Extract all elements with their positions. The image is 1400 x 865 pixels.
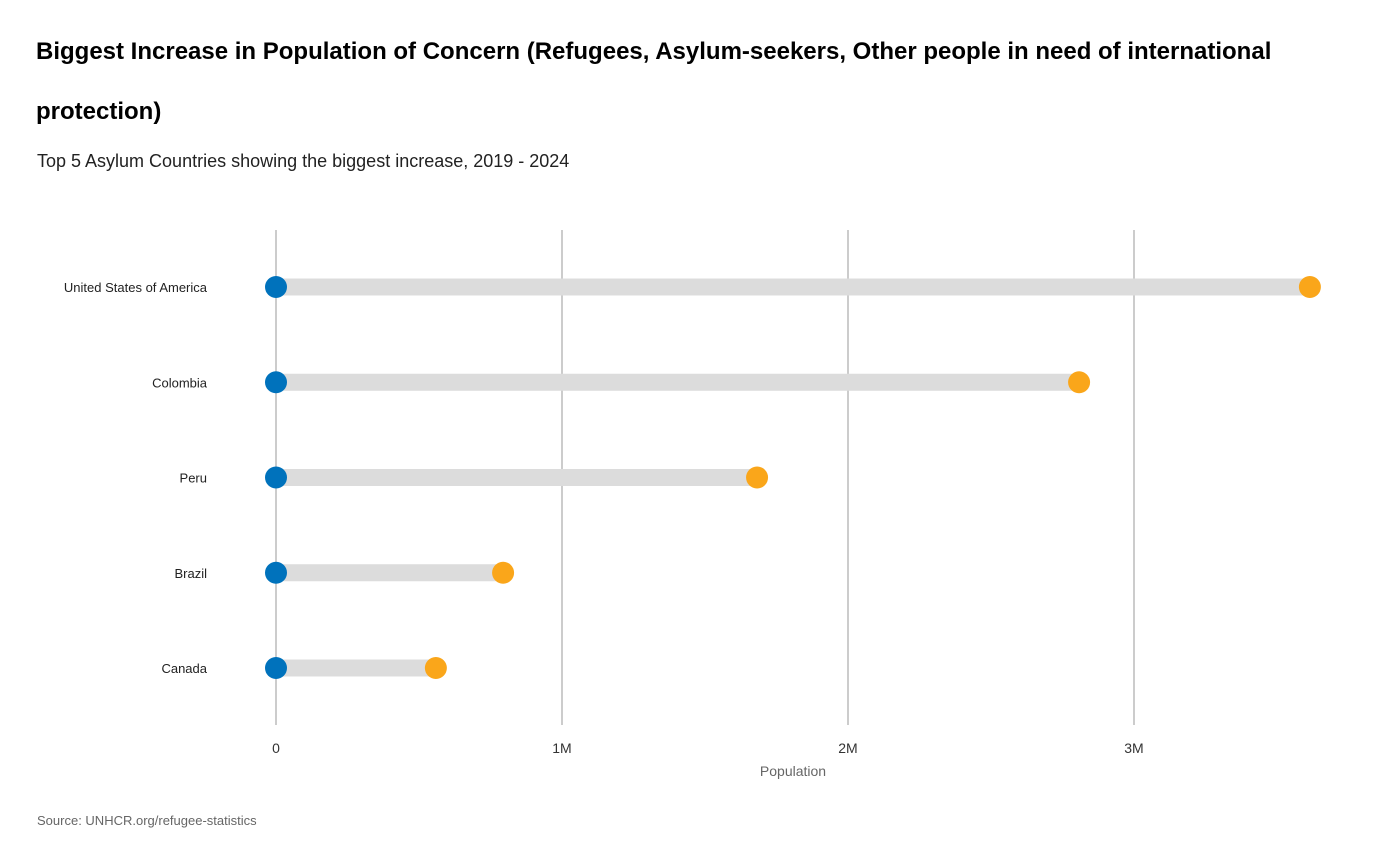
point-2019 — [265, 561, 287, 584]
y-category-label: Colombia — [152, 375, 208, 390]
point-2024 — [424, 657, 447, 679]
point-2019 — [265, 276, 287, 298]
point-2019 — [265, 371, 287, 394]
point-2024 — [492, 561, 515, 584]
x-tick-label: 0 — [272, 740, 280, 756]
source-caption: Source: UNHCR.org/refugee-statistics — [37, 813, 257, 828]
y-category-label: United States of America — [64, 280, 208, 295]
chart-subtitle: Top 5 Asylum Countries showing the bigge… — [37, 151, 570, 171]
x-axis-label: Population — [760, 763, 826, 779]
y-category-label: Brazil — [174, 566, 207, 581]
x-tick-label: 2M — [838, 740, 857, 756]
point-2024 — [1068, 371, 1091, 394]
point-2024 — [1298, 276, 1321, 298]
x-tick-label: 1M — [552, 740, 571, 756]
y-category-label: Peru — [180, 471, 207, 486]
x-tick-label: 3M — [1124, 740, 1143, 756]
point-2019 — [265, 466, 287, 489]
chart-title: Biggest Increase in Population of Concer… — [36, 38, 1272, 125]
y-category-label: Canada — [161, 661, 207, 676]
point-2024 — [746, 466, 769, 489]
point-2019 — [265, 657, 287, 679]
